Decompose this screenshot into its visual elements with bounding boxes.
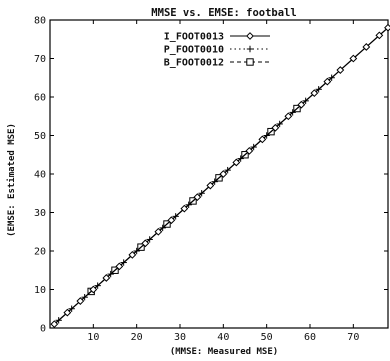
legend-entry: B_FOOT0012 <box>164 58 270 69</box>
x-tick-label: 70 <box>347 332 359 343</box>
x-tick-label: 60 <box>304 332 316 343</box>
legend-label: I_FOOT0013 <box>164 32 224 43</box>
x-axis-label: (MMSE: Measured MSE) <box>170 347 278 357</box>
data-point <box>141 239 150 248</box>
y-tick-label: 0 <box>40 324 46 335</box>
data-point <box>245 146 254 155</box>
x-tick-label: 10 <box>87 332 99 343</box>
data-point <box>89 285 98 294</box>
data-point <box>180 204 189 213</box>
legend-marker <box>246 58 254 66</box>
x-tick-label: 40 <box>217 332 229 343</box>
x-tick-label: 20 <box>131 332 143 343</box>
data-point <box>271 123 280 132</box>
data-point <box>76 297 85 305</box>
data-point <box>102 274 111 282</box>
data-point <box>154 227 163 236</box>
data-point <box>384 23 390 32</box>
data-point <box>232 158 241 167</box>
y-tick-label: 50 <box>34 131 46 142</box>
y-tick-label: 30 <box>34 208 46 219</box>
data-point <box>115 262 124 271</box>
data-point <box>323 77 332 86</box>
legend-marker <box>246 32 254 40</box>
y-tick-label: 70 <box>34 54 46 65</box>
data-point <box>63 308 72 317</box>
data-point <box>297 100 306 109</box>
y-tick-label: 20 <box>34 247 46 258</box>
data-point <box>128 250 137 259</box>
y-tick-label: 60 <box>34 93 46 104</box>
data-point <box>206 181 215 190</box>
y-tick-label: 40 <box>34 170 46 181</box>
x-tick-label: 50 <box>261 332 273 343</box>
legend-entry: I_FOOT0013 <box>164 32 270 43</box>
data-point <box>284 112 293 121</box>
data-point <box>375 31 384 40</box>
series-i-foot0013 <box>50 23 390 329</box>
data-point <box>50 320 59 329</box>
legend-label: B_FOOT0012 <box>164 58 224 69</box>
data-point <box>362 43 371 51</box>
legend-entry: P_FOOT0010 <box>164 45 270 56</box>
x-tick-label: 30 <box>174 332 186 343</box>
data-point <box>349 54 358 63</box>
y-tick-label: 80 <box>34 16 46 27</box>
chart-title: MMSE vs. EMSE: football <box>151 7 296 19</box>
data-point <box>193 193 202 202</box>
data-point <box>336 66 345 74</box>
legend-marker <box>246 45 254 53</box>
legend-label: P_FOOT0010 <box>164 45 224 56</box>
y-axis-label: (EMSE: Estimated MSE) <box>6 123 17 237</box>
data-point <box>310 89 319 98</box>
data-point <box>167 216 176 225</box>
y-tick-label: 10 <box>34 285 46 296</box>
data-point <box>219 170 228 178</box>
data-point <box>258 135 267 144</box>
